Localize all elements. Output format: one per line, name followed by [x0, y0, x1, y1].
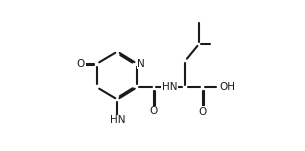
Text: O: O — [77, 59, 85, 69]
Text: OH: OH — [219, 82, 235, 92]
Text: HN: HN — [162, 82, 178, 92]
Text: HN: HN — [109, 115, 125, 125]
Text: N: N — [137, 59, 145, 69]
Text: O: O — [150, 106, 158, 116]
Text: O: O — [199, 107, 207, 117]
